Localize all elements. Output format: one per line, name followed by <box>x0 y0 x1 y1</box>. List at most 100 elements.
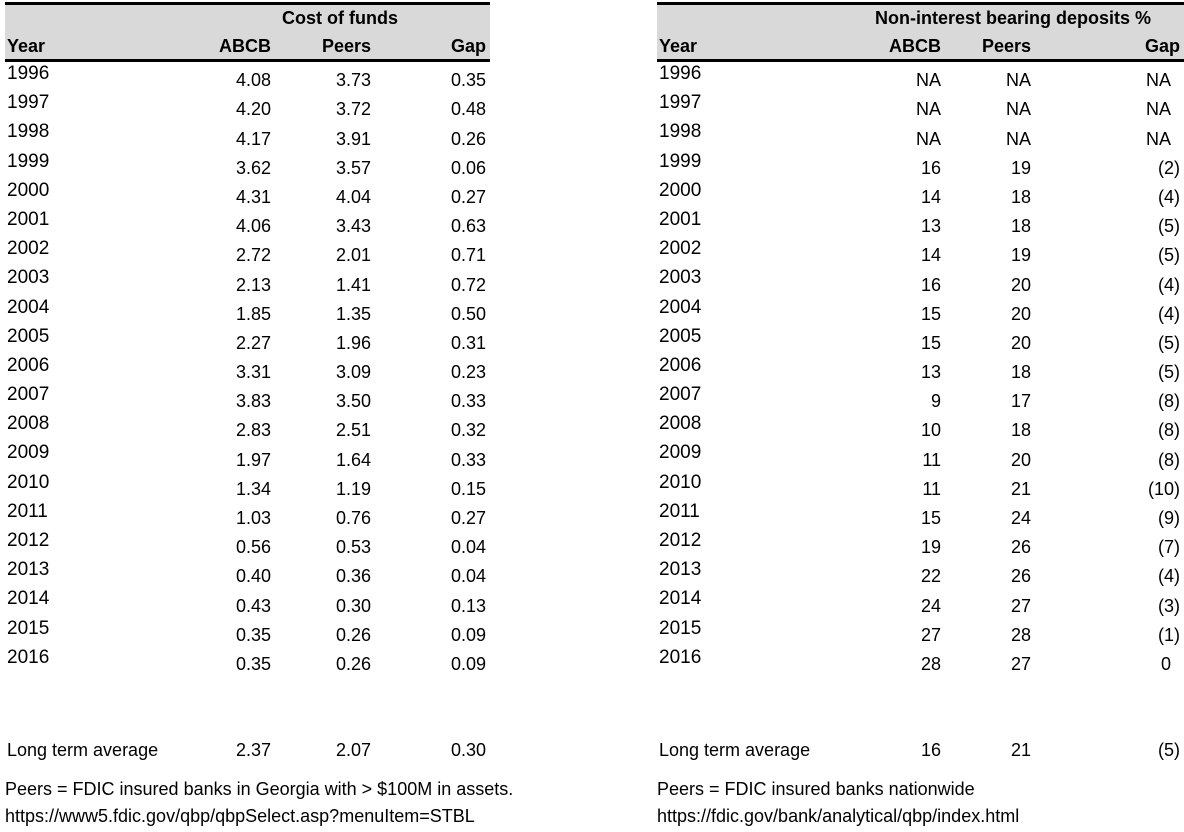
peers-cell: 20 <box>1010 303 1031 324</box>
abcb-cell: 2.72 <box>235 245 271 266</box>
gap-cell: 0.04 <box>450 537 486 558</box>
table-row: 1997 NA NA NA <box>657 91 1184 120</box>
peers-cell: 0.53 <box>335 537 371 558</box>
abcb-cell: 4.08 <box>235 70 271 91</box>
summary-gap-cell: 0.30 <box>450 739 486 760</box>
table-row: 1996 NA NA NA <box>657 62 1184 91</box>
gap-cell: (1) <box>1158 624 1180 645</box>
peers-cell: 0.30 <box>335 595 371 616</box>
peers-cell: 1.64 <box>335 449 371 470</box>
year-cell: 2016 <box>7 646 50 668</box>
gap-cell: (7) <box>1158 537 1180 558</box>
peers-cell: 26 <box>1010 566 1031 587</box>
abcb-cell: 14 <box>920 245 941 266</box>
table-footnotes: Peers = FDIC insured banks nationwide ht… <box>657 776 1184 830</box>
peers-cell: 20 <box>1010 449 1031 470</box>
gap-cell: (4) <box>1158 303 1180 324</box>
gap-cell: (9) <box>1158 508 1180 528</box>
peers-cell: 3.73 <box>335 70 371 91</box>
year-cell: 2011 <box>659 500 700 522</box>
summary-peers-cell: 2.07 <box>335 739 371 760</box>
table-row: 2009 11 20 (8) <box>657 441 1184 470</box>
gap-cell: (5) <box>1158 362 1180 383</box>
peers-cell: 28 <box>1010 624 1031 645</box>
year-cell: 1997 <box>659 92 702 114</box>
gap-cell: 0.15 <box>450 478 486 499</box>
abcb-cell: 1.97 <box>235 449 271 470</box>
table-row: 2010 1.34 1.19 0.15 <box>5 471 490 500</box>
abcb-cell: 14 <box>920 186 941 207</box>
abcb-cell: 2.83 <box>235 420 271 441</box>
peers-cell: 18 <box>1010 362 1031 383</box>
table-row: 2007 9 17 (8) <box>657 383 1184 412</box>
peers-cell: 3.50 <box>335 391 371 412</box>
table-header: Non-interest bearing deposits % Year ABC… <box>657 2 1184 62</box>
abcb-cell: 22 <box>920 566 941 587</box>
table-row: 1996 4.08 3.73 0.35 <box>5 62 490 91</box>
abcb-cell: 4.17 <box>235 128 271 149</box>
column-header-gap: Gap <box>450 36 486 56</box>
peers-cell: 20 <box>1010 274 1031 295</box>
peers-cell: NA <box>1005 128 1031 149</box>
abcb-cell: 11 <box>922 449 941 470</box>
peers-cell: 1.19 <box>335 478 371 499</box>
gap-cell: 0.32 <box>450 420 486 441</box>
column-header-year: Year <box>7 36 46 56</box>
table-row: 1999 3.62 3.57 0.06 <box>5 150 490 179</box>
abcb-cell: 10 <box>920 420 941 441</box>
year-cell: 2009 <box>7 442 50 464</box>
year-cell: 2013 <box>7 559 50 581</box>
table-row: 2006 13 18 (5) <box>657 354 1184 383</box>
year-cell: 2006 <box>659 354 702 376</box>
peers-cell: 0.36 <box>335 566 371 587</box>
year-cell: 2011 <box>7 500 48 522</box>
peers-cell: 19 <box>1010 245 1031 266</box>
gap-cell: 0 <box>1160 653 1171 674</box>
table-row: 2015 0.35 0.26 0.09 <box>5 617 490 646</box>
table-footnotes: Peers = FDIC insured banks in Georgia wi… <box>5 776 513 830</box>
table-row: 2011 15 24 (9) <box>657 500 1184 529</box>
abcb-cell: 16 <box>920 157 941 178</box>
table-row: 2002 2.72 2.01 0.71 <box>5 237 490 266</box>
peers-cell: NA <box>1005 99 1031 120</box>
peers-cell: 19 <box>1010 157 1031 178</box>
summary-label: Long term average <box>659 739 811 760</box>
gap-cell: 0.35 <box>450 70 486 91</box>
gap-cell: 0.27 <box>450 508 486 528</box>
abcb-cell: 0.35 <box>235 653 271 674</box>
abcb-cell: 1.03 <box>235 508 271 528</box>
cost-of-funds-table: Cost of funds Year ABCB Peers Gap 1996 4.… <box>5 2 513 830</box>
abcb-cell: 27 <box>920 624 941 645</box>
peers-cell: 20 <box>1010 332 1031 353</box>
table-row: 2014 0.43 0.30 0.13 <box>5 587 490 616</box>
footnote-peers-definition: Peers = FDIC insured banks nationwide <box>657 778 975 799</box>
table-row: 2006 3.31 3.09 0.23 <box>5 354 490 383</box>
year-cell: 2004 <box>7 296 50 318</box>
table-row: 2011 1.03 0.76 0.27 <box>5 500 490 529</box>
non-interest-bearing-deposits-table: Non-interest bearing deposits % Year ABC… <box>657 2 1184 830</box>
abcb-cell: 15 <box>920 332 941 353</box>
abcb-cell: 28 <box>920 653 941 674</box>
footnote-source-url: https://www5.fdic.gov/qbp/qbpSelect.asp?… <box>5 805 475 826</box>
column-header-gap: Gap <box>1144 36 1180 56</box>
abcb-cell: 0.43 <box>235 595 271 616</box>
abcb-cell: 1.34 <box>235 478 271 499</box>
gap-cell: 0.33 <box>450 391 486 412</box>
abcb-cell: 11 <box>922 478 941 499</box>
table-title-row: Cost of funds <box>5 5 490 31</box>
abcb-cell: 13 <box>920 362 941 383</box>
gap-cell: 0.09 <box>450 624 486 645</box>
table-row: 1999 16 19 (2) <box>657 150 1184 179</box>
year-cell: 2010 <box>659 471 702 493</box>
gap-cell: (10) <box>1147 478 1180 499</box>
year-cell: 2012 <box>659 530 702 551</box>
table-title: Cost of funds <box>282 7 398 28</box>
year-cell: 2004 <box>659 296 702 318</box>
peers-cell: 26 <box>1010 537 1031 558</box>
gap-cell: (4) <box>1158 566 1180 587</box>
abcb-cell: 15 <box>920 508 941 528</box>
peers-cell: 27 <box>1010 595 1031 616</box>
table-row: 2001 13 18 (5) <box>657 208 1184 237</box>
peers-cell: 1.41 <box>335 274 371 295</box>
abcb-cell: 3.31 <box>235 362 271 383</box>
